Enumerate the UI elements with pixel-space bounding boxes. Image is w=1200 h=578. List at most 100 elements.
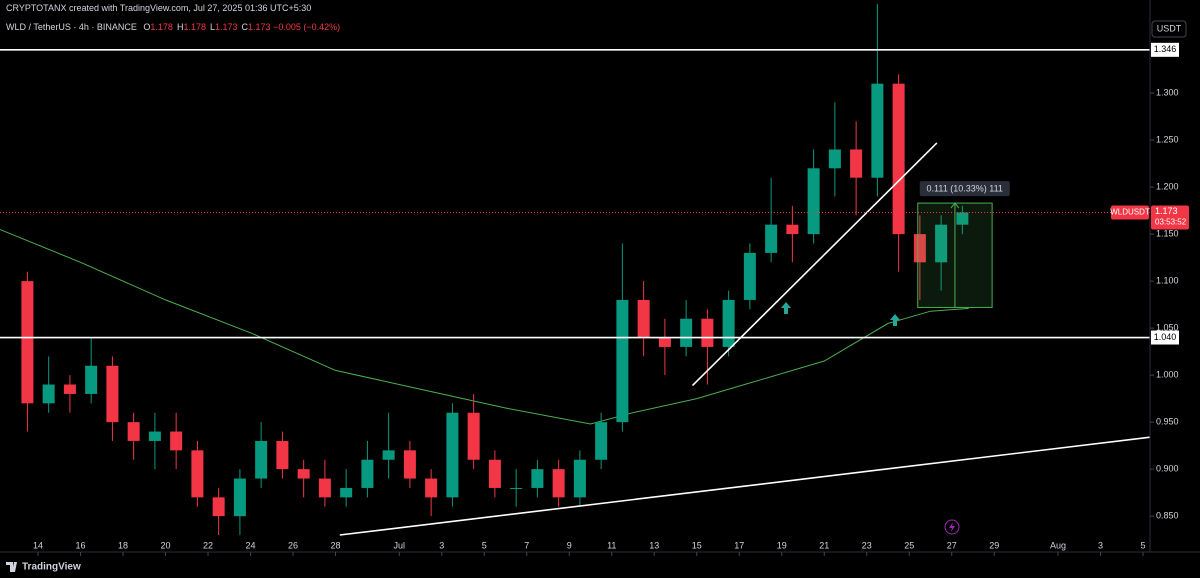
currency-button-label: USDT <box>1157 23 1182 33</box>
x-tick-label: 5 <box>482 540 487 550</box>
event-icon[interactable] <box>944 519 960 535</box>
candle-body <box>233 478 246 517</box>
x-tick-label: 21 <box>819 540 829 550</box>
ohlc-key: O <box>143 22 151 32</box>
candle-body <box>148 431 161 441</box>
y-tick-label: 1.050 <box>1156 322 1179 332</box>
candle-body <box>573 459 586 498</box>
x-tick-label: 11 <box>607 540 616 550</box>
candle-body <box>850 149 863 178</box>
candle-body <box>127 422 140 441</box>
candle-body <box>212 497 225 517</box>
x-tick-label: 18 <box>118 540 128 550</box>
moving-average <box>0 228 969 425</box>
candle-body <box>701 318 714 347</box>
trendline <box>339 436 1150 536</box>
candle-body <box>828 149 841 169</box>
y-tick-label: 1.150 <box>1156 228 1179 238</box>
ohlc-value: 1.178 <box>183 22 206 32</box>
x-tick-label: 7 <box>524 540 529 550</box>
x-tick-label: 5 <box>1140 540 1145 550</box>
event-icon-bolt <box>949 522 955 532</box>
level-label-box <box>1151 330 1179 345</box>
x-tick-label: 22 <box>203 540 213 550</box>
x-tick-label: 9 <box>567 540 572 550</box>
candle-body <box>743 252 756 300</box>
logo: TradingView <box>22 562 81 573</box>
y-tick-label: 1.200 <box>1156 181 1179 191</box>
symbol-label-box <box>1111 205 1149 220</box>
level-label-box <box>1151 42 1179 57</box>
y-tick-label: 1.300 <box>1156 87 1179 97</box>
candle-body <box>765 224 778 253</box>
y-tick-label: 0.850 <box>1156 511 1179 521</box>
ohlc-key: H <box>176 22 184 32</box>
level-label: 1.346 <box>1154 44 1177 54</box>
y-tick-label: 1.100 <box>1156 275 1179 285</box>
candle-body <box>722 299 735 347</box>
x-tick-label: 29 <box>989 540 999 550</box>
candle-body <box>191 450 204 498</box>
trendline <box>691 142 938 387</box>
candle-body <box>871 83 884 178</box>
candle-body <box>680 318 693 347</box>
x-tick-label: Jul <box>394 540 406 550</box>
candle-body <box>807 168 820 235</box>
candle-body <box>956 212 969 225</box>
logo-mark <box>6 562 17 572</box>
measure-label: 0.111 (10.33%) 111 <box>927 183 1003 193</box>
y-tick-label: 0.900 <box>1156 464 1179 474</box>
candle-body <box>297 469 310 479</box>
candle-body <box>913 234 926 263</box>
x-tick-label: 25 <box>904 540 914 550</box>
candle-body <box>510 487 523 489</box>
candle-body <box>21 281 34 404</box>
candle-body <box>170 431 183 451</box>
candle-body <box>42 384 55 404</box>
symbol-name: WLD / TetherUS · 4h · BINANCE <box>6 22 137 32</box>
footer <box>0 556 1200 578</box>
candle-body <box>552 469 565 498</box>
candle-body <box>595 422 608 460</box>
x-tick-label: 15 <box>692 540 702 550</box>
candle-body <box>361 459 374 488</box>
candle-body <box>935 224 948 263</box>
symbol-label: WLDUSDT <box>1110 208 1150 217</box>
up-arrow <box>890 314 900 326</box>
y-tick-label: 0.950 <box>1156 417 1179 427</box>
candle-body <box>637 299 650 338</box>
y-tick-label: 1.000 <box>1156 370 1179 380</box>
level-label: 1.040 <box>1154 332 1177 342</box>
candle-body <box>786 224 799 235</box>
measure-label-box <box>919 181 1010 197</box>
candle-body <box>616 299 629 423</box>
ohlc: O1.178 H1.178 L1.173 C1.173 <box>139 22 270 32</box>
measure-arrow <box>950 202 960 308</box>
candle-body <box>892 83 905 235</box>
candle-body <box>658 337 671 347</box>
x-tick-label: 27 <box>947 540 957 550</box>
candle-body <box>276 440 289 470</box>
candle-body <box>63 384 76 394</box>
ohlc-value: 1.173 <box>214 22 238 32</box>
change: −0.005 (−0.42%) <box>273 22 341 32</box>
x-tick-label: 20 <box>161 540 171 550</box>
candle-body <box>318 478 331 498</box>
y-tick-label: 1.250 <box>1156 134 1179 144</box>
ohlc-key: C <box>241 22 249 32</box>
last-price-box <box>1151 205 1189 230</box>
x-tick-label: 24 <box>246 540 256 550</box>
symbol-legend: WLD / TetherUS · 4h · BINANCE O1.178 H1.1… <box>6 22 340 32</box>
ohlc-value: 1.178 <box>150 22 173 32</box>
x-tick-label: 19 <box>777 540 787 550</box>
candle-body <box>340 487 353 498</box>
x-tick-label: 23 <box>862 540 872 550</box>
currency-button[interactable] <box>1151 20 1187 38</box>
last-price-label: 1.173 <box>1155 206 1178 216</box>
plot-area <box>0 3 1150 536</box>
up-arrow <box>781 302 791 314</box>
candle-body <box>106 365 119 423</box>
candle-body <box>488 459 501 488</box>
